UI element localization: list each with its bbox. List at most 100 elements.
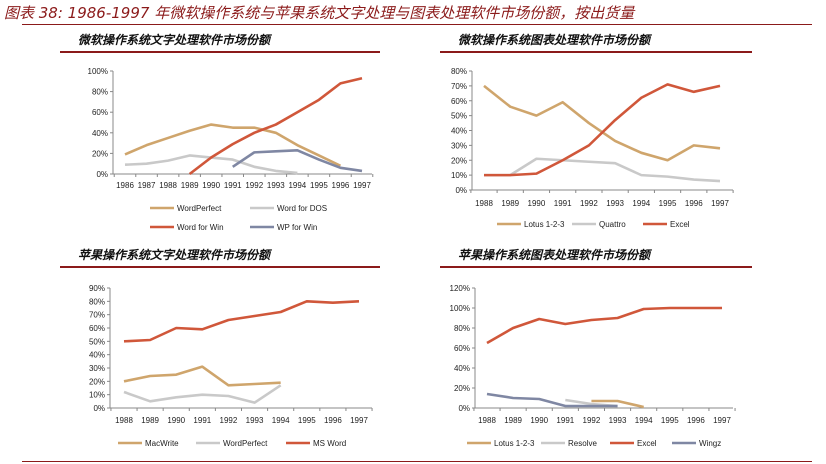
x-tick-label: 1993 bbox=[246, 416, 264, 425]
legend-item: WordPerfect bbox=[196, 439, 268, 448]
x-tick-label: 1992 bbox=[583, 416, 601, 425]
y-tick-label: 80% bbox=[451, 67, 467, 76]
legend-label: MacWrite bbox=[145, 439, 179, 448]
x-tick-label: 1997 bbox=[353, 181, 371, 190]
series-line-quattro bbox=[484, 157, 721, 183]
chart-2-title-rule bbox=[440, 51, 752, 53]
x-tick-label: 1988 bbox=[159, 181, 177, 190]
y-tick-label: 50% bbox=[89, 337, 105, 346]
y-tick-label: 90% bbox=[89, 284, 105, 293]
x-tick-label: 1990 bbox=[530, 416, 548, 425]
legend-label: MS Word bbox=[313, 439, 346, 448]
x-tick-label: 1989 bbox=[141, 416, 159, 425]
x-tick-label: 1989 bbox=[501, 199, 519, 208]
x-tick-label: 1990 bbox=[528, 199, 546, 208]
x-tick-label: 1993 bbox=[609, 416, 627, 425]
chart-4-title-rule bbox=[440, 266, 752, 268]
y-tick-label: 40% bbox=[92, 129, 108, 138]
chart-3-title-rule bbox=[60, 266, 380, 268]
legend-label: Word for DOS bbox=[277, 204, 327, 213]
x-tick-label: 1995 bbox=[310, 181, 328, 190]
series-line-excel bbox=[486, 306, 722, 345]
bottom-divider bbox=[22, 461, 812, 462]
y-tick-label: 40% bbox=[451, 127, 467, 136]
legend-label: Quattro bbox=[599, 220, 626, 229]
x-tick-label: 1994 bbox=[272, 416, 290, 425]
y-tick-label: 10% bbox=[451, 171, 467, 180]
y-tick-label: 30% bbox=[451, 141, 467, 150]
chart-1-title-rule bbox=[60, 51, 380, 53]
y-tick-label: 100% bbox=[88, 67, 108, 76]
legend-item: MS Word bbox=[286, 439, 346, 448]
x-tick-label: 1988 bbox=[478, 416, 496, 425]
legend-item: WordPerfect bbox=[150, 204, 222, 213]
legend-label: WordPerfect bbox=[223, 439, 268, 448]
y-tick-label: 10% bbox=[89, 391, 105, 400]
legend-item: Quattro bbox=[572, 220, 626, 229]
y-tick-label: 70% bbox=[451, 82, 467, 91]
chart-4: 0% 20% 40% 60% 80% 100% 120% 1988 1989 1990 1991 19… bbox=[450, 284, 736, 448]
x-tick-label: 1997 bbox=[350, 416, 368, 425]
x-tick-label: 1994 bbox=[635, 416, 653, 425]
x-tick-label: 1996 bbox=[685, 199, 703, 208]
y-tick-label: 0% bbox=[93, 404, 105, 413]
chart-3: 0% 10% 20% 30% 40% 50% 60% 70% 80% 90% 1988 1989 199… bbox=[89, 284, 373, 448]
y-tick-label: 60% bbox=[454, 344, 470, 353]
x-tick-label: 1991 bbox=[554, 199, 572, 208]
x-tick-label: 1992 bbox=[580, 199, 598, 208]
series-line-ms-word bbox=[123, 300, 360, 343]
x-tick-label: 1990 bbox=[202, 181, 220, 190]
x-tick-label: 1993 bbox=[267, 181, 285, 190]
y-tick-label: 50% bbox=[451, 112, 467, 121]
x-tick-label: 1993 bbox=[606, 199, 624, 208]
y-tick-label: 120% bbox=[450, 284, 470, 293]
chart-2-title: 微软操作系统图表处理软件市场份额 bbox=[458, 33, 651, 47]
x-tick-label: 1994 bbox=[288, 181, 306, 190]
y-tick-label: 0% bbox=[458, 404, 470, 413]
series-line-wordperfect bbox=[123, 384, 282, 404]
y-tick-label: 70% bbox=[89, 311, 105, 320]
legend-label: Lotus 1-2-3 bbox=[524, 220, 565, 229]
x-tick-label: 1991 bbox=[193, 416, 211, 425]
y-tick-label: 100% bbox=[450, 304, 470, 313]
y-tick-label: 80% bbox=[454, 324, 470, 333]
legend-item: Resolve bbox=[541, 439, 597, 448]
x-tick-label: 1992 bbox=[220, 416, 238, 425]
x-tick-label: 1996 bbox=[332, 181, 350, 190]
y-tick-label: 60% bbox=[89, 324, 105, 333]
y-tick-label: 60% bbox=[92, 108, 108, 117]
y-tick-label: 80% bbox=[89, 297, 105, 306]
x-tick-label: 1996 bbox=[687, 416, 705, 425]
legend-label: Resolve bbox=[568, 439, 597, 448]
x-tick-label: 1997 bbox=[711, 199, 729, 208]
y-tick-label: 60% bbox=[451, 97, 467, 106]
series-line-macwrite bbox=[123, 365, 281, 387]
legend-item: WP for Win bbox=[250, 223, 317, 232]
y-tick-label: 0% bbox=[96, 170, 108, 179]
chart-3-title: 苹果操作系统文字处理软件市场份额 bbox=[78, 248, 271, 262]
y-tick-label: 20% bbox=[92, 149, 108, 158]
series-line-wp-for-win bbox=[232, 149, 363, 173]
y-tick-label: 40% bbox=[89, 351, 105, 360]
x-tick-label: 1988 bbox=[475, 199, 493, 208]
y-tick-label: 80% bbox=[92, 88, 108, 97]
legend-label: WordPerfect bbox=[177, 204, 222, 213]
legend-item: Word for DOS bbox=[250, 204, 327, 213]
x-tick-label: 1997 bbox=[713, 416, 731, 425]
y-tick-label: 0% bbox=[455, 186, 467, 195]
x-tick-label: 1986 bbox=[116, 181, 134, 190]
series-line-lotus-1-2-3 bbox=[483, 84, 721, 162]
chart-1: 0% 20% 40% 60% 80% 100% 1986 1987 1988 1989 1990 19… bbox=[88, 67, 374, 232]
legend-label: Wingz bbox=[699, 439, 721, 448]
series-line-excel bbox=[484, 83, 721, 177]
x-tick-label: 1995 bbox=[659, 199, 677, 208]
legend-label: Excel bbox=[670, 220, 690, 229]
x-tick-label: 1991 bbox=[224, 181, 242, 190]
legend-item: Word for Win bbox=[150, 223, 224, 232]
chart-2: 0% 10% 20% 30% 40% 50% 60% 70% 80% 1988 1989 1990 19… bbox=[451, 67, 734, 229]
y-tick-label: 20% bbox=[451, 156, 467, 165]
legend-item: Lotus 1-2-3 bbox=[497, 220, 565, 229]
x-tick-label: 1987 bbox=[138, 181, 156, 190]
